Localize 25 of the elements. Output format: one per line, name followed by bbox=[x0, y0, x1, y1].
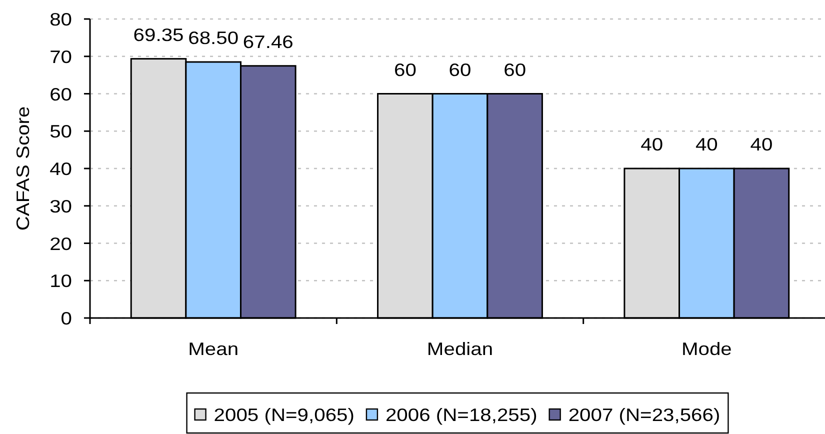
data-label: 60 bbox=[504, 60, 526, 80]
y-tick-label: 0 bbox=[60, 309, 72, 330]
y-tick-label: 60 bbox=[50, 85, 72, 105]
y-tick-label: 20 bbox=[50, 234, 72, 254]
data-label: 68.50 bbox=[188, 28, 239, 49]
y-tick-label: 10 bbox=[50, 272, 72, 292]
x-tick-label: Mode bbox=[681, 340, 732, 360]
data-label: 40 bbox=[640, 135, 664, 156]
legend-label: 2005 (N=9,065) bbox=[214, 406, 354, 426]
y-tick-label: 30 bbox=[50, 197, 72, 218]
y-tick-label: 80 bbox=[50, 10, 72, 30]
data-label: 40 bbox=[695, 135, 718, 156]
y-tick-label: 40 bbox=[50, 160, 72, 180]
data-label: 67.46 bbox=[242, 32, 294, 53]
legend-label: 2007 (N=23,566) bbox=[568, 406, 720, 426]
data-label: 69.35 bbox=[133, 26, 184, 46]
data-label: 60 bbox=[448, 60, 472, 80]
data-label: 40 bbox=[750, 135, 773, 156]
x-tick-label: Mean bbox=[188, 340, 239, 360]
x-tick-label: Median bbox=[426, 340, 494, 360]
y-axis-title: CAFAS Score bbox=[14, 106, 34, 231]
y-tick-label: 50 bbox=[50, 122, 72, 142]
legend-label: 2006 (N=18,255) bbox=[385, 406, 538, 426]
data-label: 60 bbox=[394, 60, 416, 80]
y-tick-label: 70 bbox=[50, 48, 72, 68]
